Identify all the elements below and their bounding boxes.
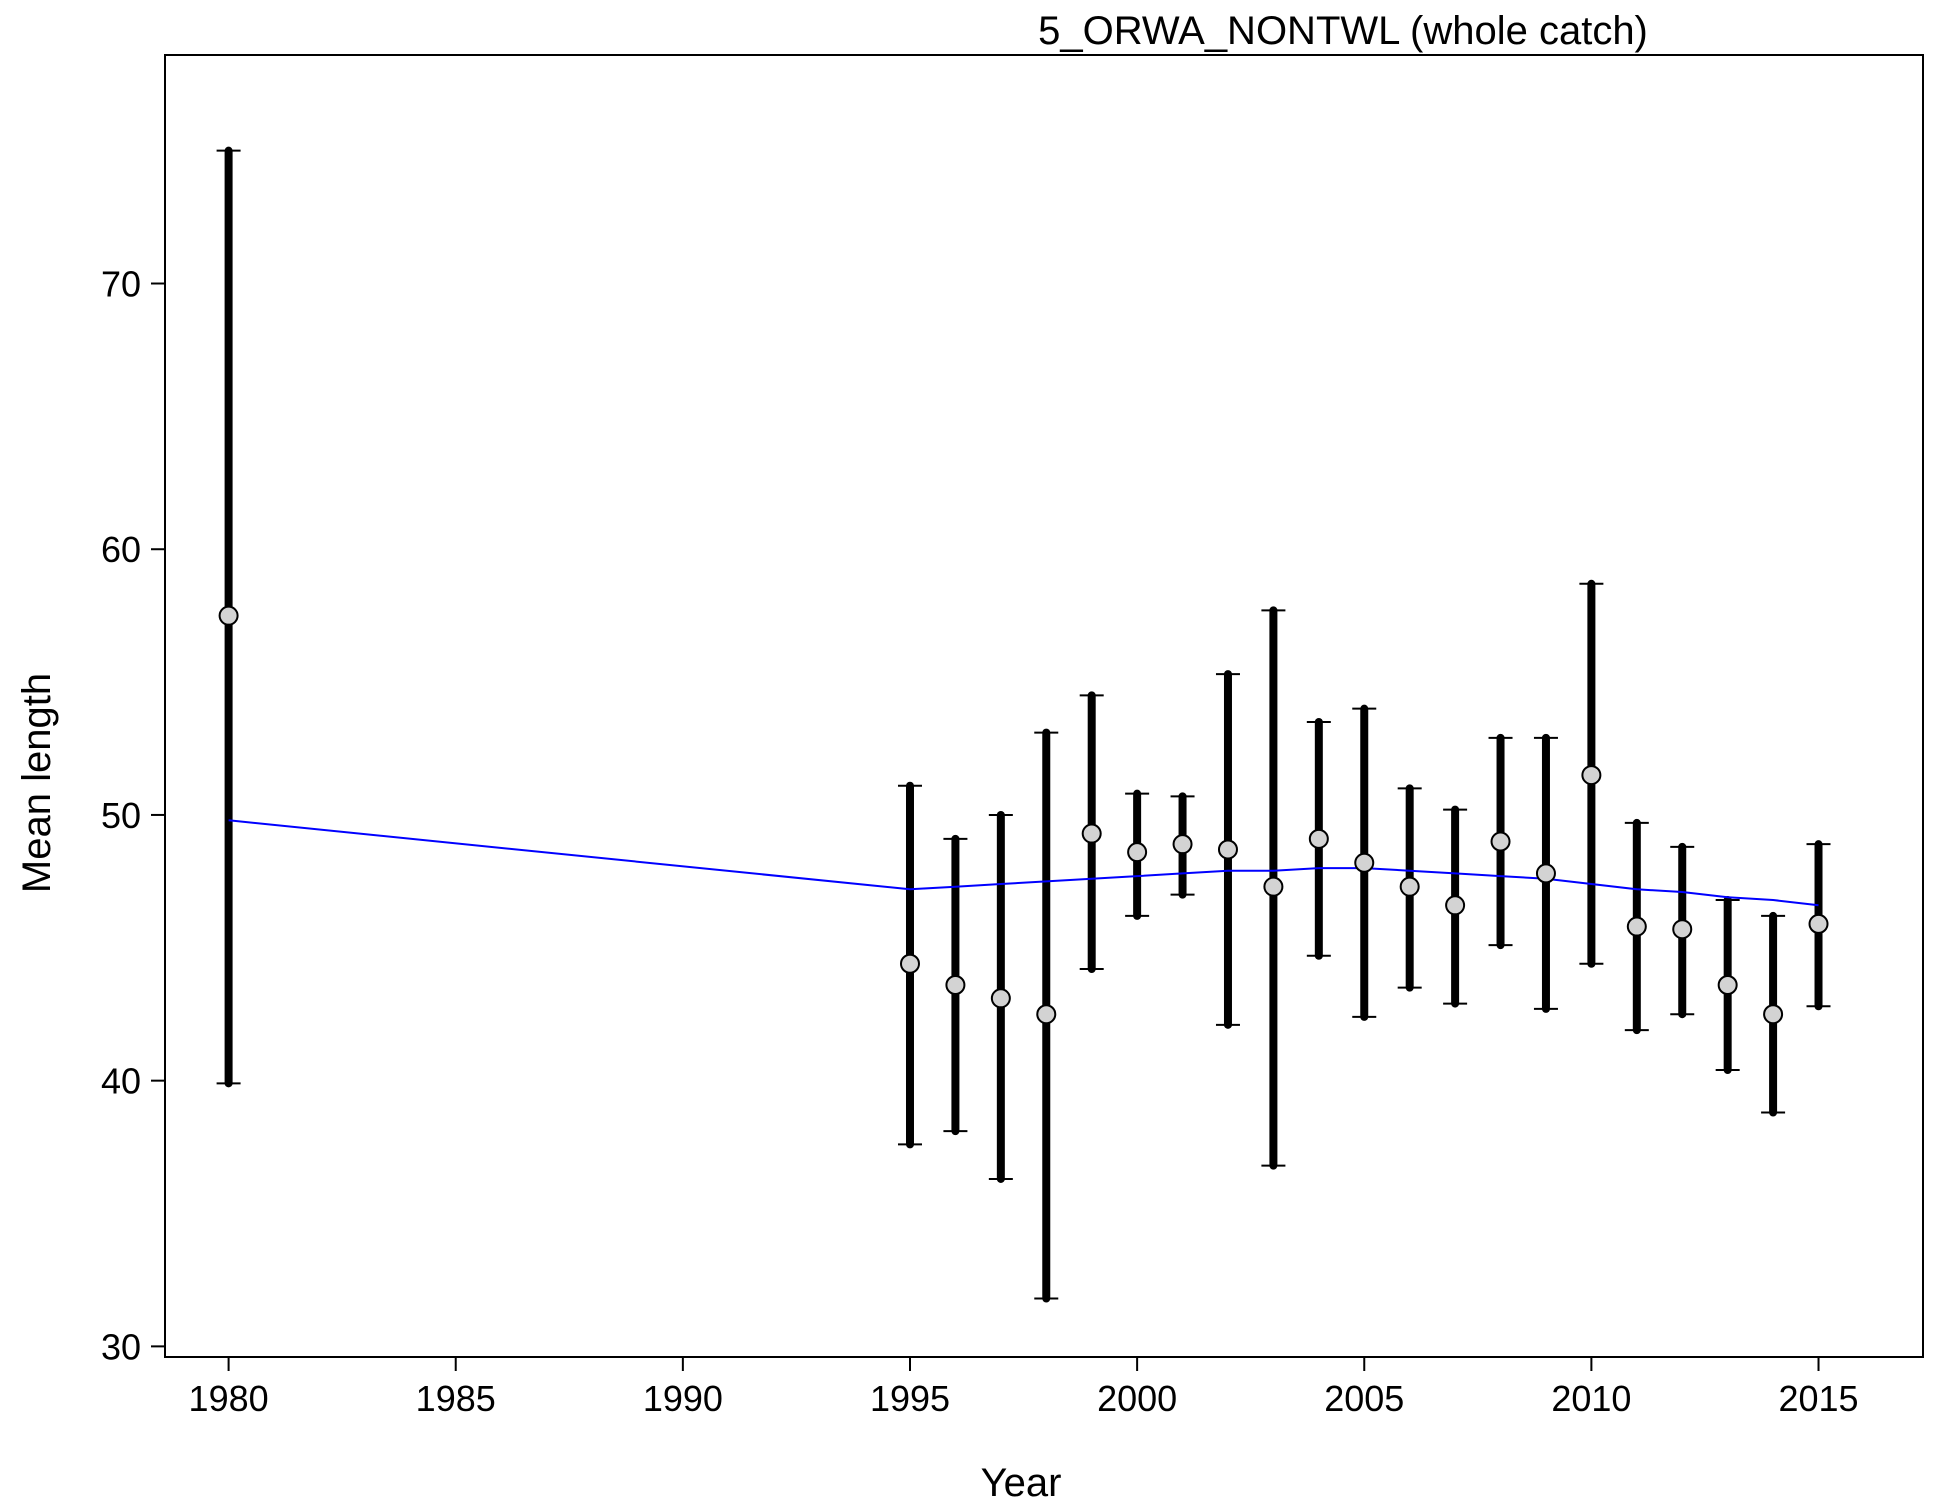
data-point <box>1263 876 1284 897</box>
x-tick-label: 1985 <box>416 1378 496 1419</box>
error-bars <box>216 146 1831 1303</box>
y-tick-label: 70 <box>101 264 141 305</box>
y-tick-label: 60 <box>101 529 141 570</box>
data-point <box>1354 852 1375 873</box>
x-tick-label: 1980 <box>189 1378 269 1419</box>
data-point <box>1036 1004 1057 1025</box>
data-point <box>1717 975 1738 995</box>
x-tick-label: 2015 <box>1778 1378 1858 1419</box>
data-point <box>990 988 1011 1009</box>
data-point <box>1626 916 1647 937</box>
y-axis: 30 40 50 60 70 <box>101 264 165 1367</box>
data-point <box>1127 842 1148 863</box>
data-point <box>945 975 966 995</box>
data-point <box>1399 876 1420 897</box>
data-point <box>1308 828 1329 849</box>
x-tick-label: 2010 <box>1551 1378 1631 1419</box>
data-point <box>1763 1004 1784 1025</box>
data-point <box>1172 834 1193 855</box>
data-point <box>1217 839 1238 860</box>
x-axis-label: Year <box>981 1461 1062 1500</box>
y-tick-label: 50 <box>101 795 141 836</box>
data-point <box>1081 823 1102 844</box>
y-axis-label: Mean length <box>15 673 59 893</box>
data-point <box>1672 919 1693 940</box>
data-point <box>1535 863 1556 884</box>
observed-points <box>218 605 1829 1025</box>
data-point <box>1808 913 1829 934</box>
data-point <box>1490 831 1511 852</box>
expected-line <box>228 819 1819 907</box>
data-point <box>1445 895 1466 916</box>
x-axis: 1980 1985 1990 1995 2000 2005 2010 2015 <box>189 1357 1859 1419</box>
x-tick-label: 1990 <box>643 1378 723 1419</box>
data-point <box>899 953 920 974</box>
x-tick-label: 2005 <box>1324 1378 1404 1419</box>
expected-line-group <box>228 819 1819 907</box>
plot-frame <box>164 54 1924 1358</box>
data-point <box>1581 765 1602 786</box>
x-tick-label: 2000 <box>1097 1378 1177 1419</box>
x-tick-label: 1995 <box>870 1378 950 1419</box>
data-point <box>218 605 239 626</box>
y-tick-label: 30 <box>101 1326 141 1367</box>
y-tick-label: 40 <box>101 1061 141 1102</box>
chart-title: 5_ORWA_NONTWL (whole catch) <box>1038 9 1648 53</box>
